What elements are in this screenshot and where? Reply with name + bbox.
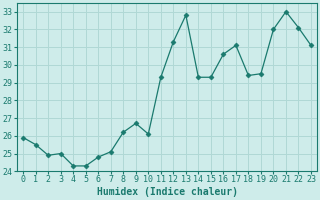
X-axis label: Humidex (Indice chaleur): Humidex (Indice chaleur) bbox=[97, 187, 237, 197]
